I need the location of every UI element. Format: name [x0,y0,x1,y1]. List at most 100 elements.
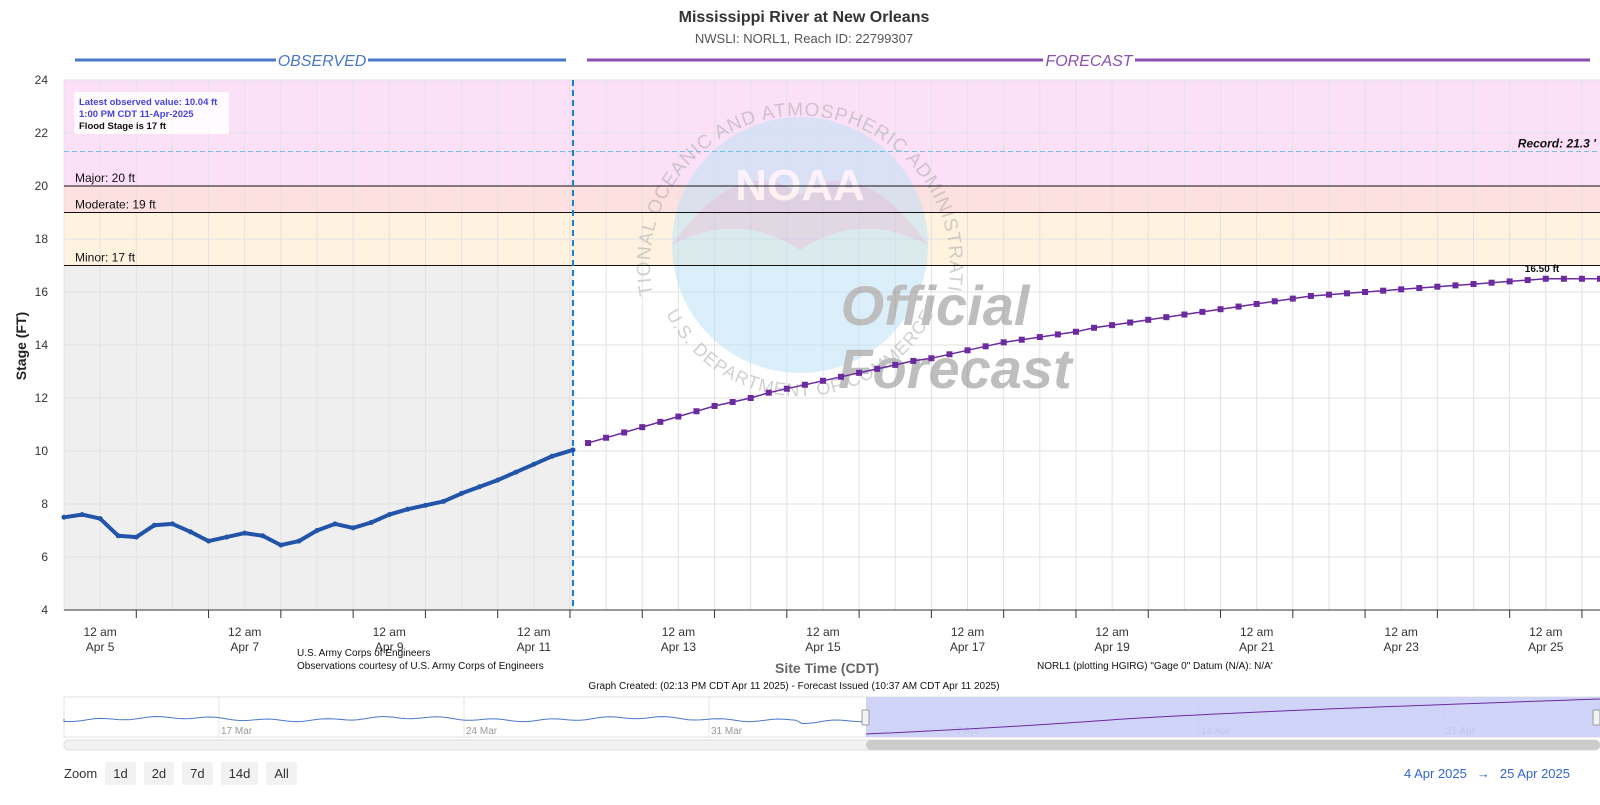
y-tick-label: 8 [41,497,48,511]
forecast-point [603,435,609,441]
x-axis-title: Site Time (CDT) [775,660,879,676]
datum-note: NORL1 (plotting HGIRG) "Gage 0" Datum (N… [1037,661,1273,672]
x-tick-time: 12 am [1529,625,1562,639]
y-axis-title: Stage (FT) [13,312,29,380]
observed-point [387,512,392,517]
observed-point [62,515,67,520]
forecast-point [1434,284,1440,290]
forecast-point [1362,289,1368,295]
zoom-all-button[interactable]: All [266,762,296,785]
date-range: 4 Apr 2025 → 25 Apr 2025 [1404,766,1570,781]
forecast-point [1091,325,1097,331]
observed-point [98,516,103,521]
forecast-point [1543,276,1549,282]
record-label: Record: 21.3 ' [1518,137,1597,151]
zoom-bar: Zoom 1d 2d 7d 14d All [64,762,297,785]
navigator-handle-right[interactable] [1593,710,1600,725]
range-to[interactable]: 25 Apr 2025 [1500,766,1570,781]
observed-point [134,535,139,540]
forecast-point [1489,280,1495,286]
chart-subtitle: NWSLI: NORL1, Reach ID: 22799307 [695,31,913,46]
observed-point [441,499,446,504]
x-tick-date: Apr 17 [950,640,986,654]
forecast-point [1073,329,1079,335]
y-tick-label: 10 [35,444,49,458]
y-tick-label: 14 [35,338,49,352]
forecast-point [1326,292,1332,298]
x-tick-date: Apr 11 [517,640,552,654]
observed-point [260,533,265,538]
observations-credit: Observations courtesy of U.S. Army Corps… [297,661,544,672]
threshold-label-major: Major: 20 ft [75,171,136,185]
forecast-point [693,408,699,414]
observed-point [351,525,356,530]
forecast-point [1181,312,1187,318]
forecast-point [639,424,645,430]
x-tick-date: Apr 23 [1384,640,1420,654]
observed-point [170,521,175,526]
forecast-band-label: FORECAST [1045,53,1133,70]
observed-point [495,478,500,483]
y-tick-label: 12 [35,391,49,405]
range-from[interactable]: 4 Apr 2025 [1404,766,1467,781]
forecast-point [1525,277,1531,283]
navigator-label: 31 Mar [711,726,743,737]
observed-point [459,491,464,496]
forecast-point [838,374,844,380]
x-tick-time: 12 am [1095,625,1128,639]
x-tick-date: Apr 5 [86,640,115,654]
x-tick-date: Apr 21 [1239,640,1275,654]
forecast-point [1109,322,1115,328]
forecast-point [820,378,826,384]
observed-point [80,512,85,517]
y-tick-label: 6 [41,550,48,564]
navigator-handle-left[interactable] [862,710,869,725]
observed-point [423,503,428,508]
forecast-point [1579,276,1585,282]
zoom-1d-button[interactable]: 1d [105,762,135,785]
observed-point [333,521,338,526]
x-tick-date: Apr 13 [661,640,697,654]
observed-point [405,507,410,512]
forecast-point [1344,290,1350,296]
navigator-label: 24 Mar [466,726,498,737]
zoom-2d-button[interactable]: 2d [144,762,174,785]
forecast-point [1507,278,1513,284]
observed-point [314,528,319,533]
forecast-point [1236,304,1242,310]
forecast-point [784,386,790,392]
forecast-point [712,403,718,409]
zoom-label: Zoom [64,766,97,781]
navigator-scrollbar-thumb[interactable] [866,740,1600,750]
latest-observed-time: 1:00 PM CDT 11-Apr-2025 [79,109,194,120]
forecast-point [928,355,934,361]
observed-point [242,531,247,536]
forecast-point [946,351,952,357]
zoom-7d-button[interactable]: 7d [182,762,212,785]
forecast-point [1218,306,1224,312]
watermark-official: Official [841,274,1031,337]
forecast-point [1471,281,1477,287]
flood-stage-note: Flood Stage is 17 ft [79,121,167,132]
observed-point [369,520,374,525]
zoom-14d-button[interactable]: 14d [221,762,259,785]
forecast-point [1254,301,1260,307]
forecast-point [657,419,663,425]
x-tick-time: 12 am [517,625,550,639]
peak-label: 16.50 ft [1525,264,1560,275]
observed-point [224,535,229,540]
forecast-point [1163,314,1169,320]
forecast-point [766,390,772,396]
forecast-point [1199,309,1205,315]
x-tick-date: Apr 15 [805,640,841,654]
forecast-point [892,362,898,368]
forecast-point [1055,331,1061,337]
observed-point [477,484,482,489]
x-tick-time: 12 am [662,625,695,639]
x-tick-time: 12 am [951,625,984,639]
forecast-point [965,347,971,353]
x-tick-time: 12 am [373,625,406,639]
